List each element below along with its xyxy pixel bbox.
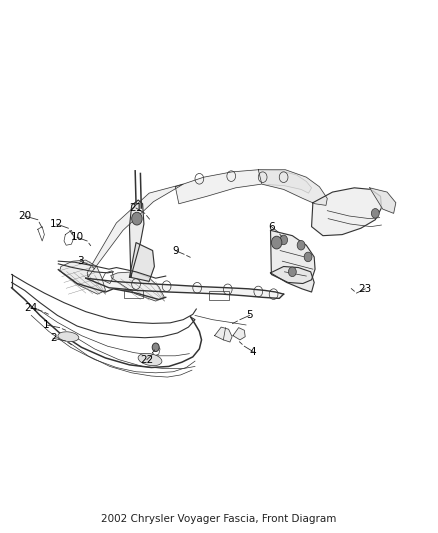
Text: 24: 24 <box>24 303 37 313</box>
Polygon shape <box>86 278 284 298</box>
Circle shape <box>304 252 312 262</box>
Text: 22: 22 <box>140 354 154 365</box>
Bar <box>209 292 229 300</box>
Text: 10: 10 <box>71 232 84 243</box>
Ellipse shape <box>58 332 79 342</box>
Text: 20: 20 <box>18 211 31 221</box>
Text: 23: 23 <box>359 284 372 294</box>
Polygon shape <box>87 184 183 277</box>
Polygon shape <box>271 266 314 292</box>
Polygon shape <box>175 169 311 204</box>
Text: 2: 2 <box>50 333 57 343</box>
Polygon shape <box>370 188 396 213</box>
Circle shape <box>371 208 379 218</box>
Polygon shape <box>311 188 381 236</box>
Bar <box>124 290 144 298</box>
Circle shape <box>288 267 296 277</box>
Text: 2002 Chrysler Voyager Fascia, Front Diagram: 2002 Chrysler Voyager Fascia, Front Diag… <box>101 514 337 524</box>
Circle shape <box>280 235 288 245</box>
Circle shape <box>297 240 305 250</box>
Text: 5: 5 <box>246 310 253 320</box>
Circle shape <box>152 343 159 352</box>
Circle shape <box>132 212 142 225</box>
Text: 6: 6 <box>268 222 275 232</box>
Text: 3: 3 <box>77 256 84 266</box>
Polygon shape <box>130 200 144 277</box>
Polygon shape <box>60 260 106 294</box>
Text: 1: 1 <box>43 320 50 330</box>
Text: 9: 9 <box>172 246 179 255</box>
Polygon shape <box>215 327 232 342</box>
Ellipse shape <box>138 353 162 366</box>
Polygon shape <box>258 169 327 205</box>
Polygon shape <box>111 272 164 301</box>
Polygon shape <box>233 328 245 340</box>
Text: 12: 12 <box>50 219 63 229</box>
Polygon shape <box>130 243 154 281</box>
Circle shape <box>272 236 282 249</box>
Text: 21: 21 <box>129 203 143 213</box>
Polygon shape <box>271 230 315 284</box>
Text: 4: 4 <box>250 346 256 357</box>
